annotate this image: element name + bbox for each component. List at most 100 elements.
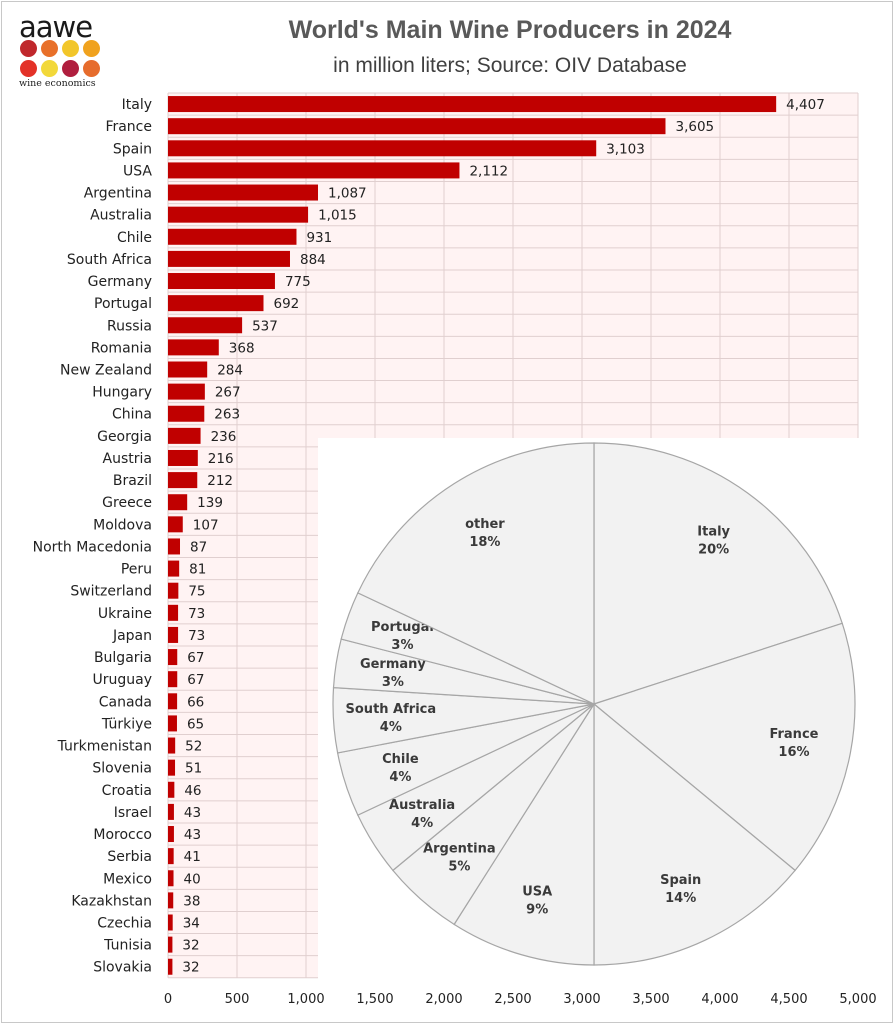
category-label: Hungary [92,385,152,401]
bar [168,582,179,599]
data-label: 41 [184,849,201,865]
data-label: 32 [182,938,199,954]
data-label: 66 [187,694,204,710]
category-label: Argentina [84,186,152,202]
logo-dot [83,40,100,57]
category-label: France [105,119,152,135]
category-label: Spain [113,141,152,157]
logo-dot [41,40,58,57]
bar [168,206,309,223]
category-label: Bulgaria [94,650,152,666]
pie-chart: Italy 20% France 16% Spain 14% USA 9% Argentina 5… [318,438,860,986]
chart-subtitle: in million liters; Source: OIV Database [333,54,687,77]
pie-slice-percent: 4% [380,720,402,735]
x-tick-label: 1,000 [287,992,324,1007]
category-label: Peru [121,562,152,578]
category-label: Japan [112,628,152,644]
data-label: 4,407 [786,97,825,113]
x-tick-label: 0 [164,992,172,1007]
logo-wordmark: aawe [19,10,93,44]
data-label: 931 [306,230,332,246]
bar [168,848,174,865]
data-label: 212 [207,473,233,489]
bar [168,604,179,621]
data-label: 87 [190,539,207,555]
bar [168,626,179,643]
category-label: Canada [99,694,152,710]
pie-slice-label: Argentina [423,842,496,857]
data-label: 40 [184,871,201,887]
bar [168,339,219,356]
bar [168,803,174,820]
logo-dots-icon [20,40,106,77]
bar [168,118,666,135]
category-label: Portugal [94,296,152,312]
data-label: 3,605 [675,119,714,135]
bar [168,781,175,798]
data-label: 107 [193,517,219,533]
pie-slice-label: France [769,727,818,742]
data-label: 34 [183,916,200,932]
bar [168,472,198,489]
pie-slice-label: Germany [360,657,426,672]
data-label: 139 [197,495,223,511]
pie-slice [592,622,856,872]
data-label: 46 [184,783,201,799]
category-label: China [112,407,152,423]
bar [168,96,777,113]
pie-slice-label: Chile [382,752,419,767]
category-label: Croatia [102,783,152,799]
data-label: 236 [211,429,237,445]
bar [168,405,205,422]
pie-slice [593,442,843,705]
bar [168,162,460,179]
chart-title: World's Main Wine Producers in 2024 [288,16,732,44]
x-tick-label: 1,500 [356,992,393,1007]
data-label: 32 [182,960,199,976]
category-label: Russia [107,318,152,334]
pie-slice [453,701,595,966]
category-label: Romania [91,340,152,356]
data-label: 43 [184,805,201,821]
x-tick-label: 4,000 [701,992,738,1007]
category-label: North Macedonia [33,539,152,555]
data-label: 65 [187,716,204,732]
pie-slice-label: other [465,517,505,532]
x-tick-label: 500 [225,992,250,1007]
category-label: Australia [90,208,152,224]
data-label: 775 [285,274,311,290]
category-label: Czechia [97,916,152,932]
data-label: 38 [183,893,200,909]
data-label: 263 [214,407,240,423]
logo-subtitle: wine economics [19,78,96,89]
category-label: Tunisia [103,938,152,954]
bar [168,250,290,267]
x-tick-label: 4,500 [770,992,807,1007]
category-label: Ukraine [98,606,152,622]
pie-slice-percent: 18% [469,535,500,550]
bar [168,317,243,334]
data-label: 1,015 [318,208,357,224]
data-label: 43 [184,827,201,843]
bar [168,140,597,157]
data-label: 75 [188,584,205,600]
bar [168,228,297,245]
bar [168,538,181,555]
logo-dot [20,40,37,57]
aawe-logo: aawe wine economics [18,10,108,90]
pie-slice-percent: 5% [448,860,470,875]
bar [168,958,173,975]
bar [168,273,275,290]
pie-slice-label: Italy [697,524,730,539]
category-label: Moldova [93,517,152,533]
data-label: 284 [217,363,243,379]
logo-dot [62,60,79,77]
x-tick-label: 2,500 [494,992,531,1007]
data-label: 51 [185,761,202,777]
bar [168,184,319,201]
pie-slice-percent: 3% [382,675,404,690]
pie-slice-percent: 3% [391,638,413,653]
category-label: Greece [102,495,152,511]
